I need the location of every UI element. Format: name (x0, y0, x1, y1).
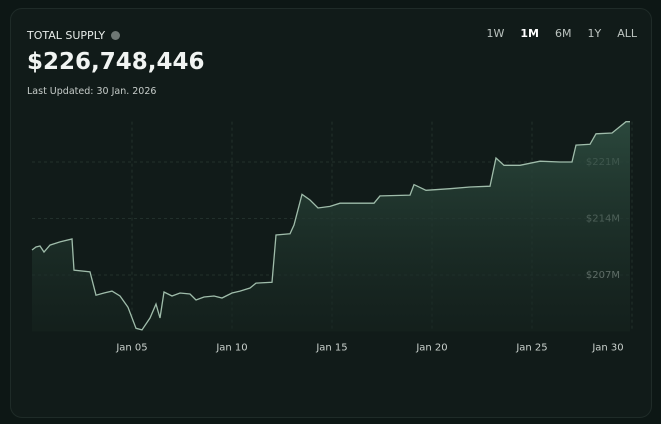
x-tick-label: Jan 15 (315, 343, 347, 354)
range-button[interactable]: 1W (486, 27, 505, 40)
card-title: TOTAL SUPPLY (27, 29, 121, 42)
x-tick-label: Jan 10 (215, 343, 247, 354)
info-icon[interactable] (111, 31, 121, 40)
range-button[interactable]: ALL (617, 27, 637, 40)
total-value: $226,748,446 (27, 49, 205, 75)
range-button[interactable]: 1M (520, 27, 539, 40)
x-tick-label: Jan 05 (115, 343, 147, 354)
range-button[interactable]: 1Y (587, 27, 602, 40)
x-tick-label: Jan 25 (515, 343, 547, 354)
last-updated: Last Updated: 30 Jan. 2026 (27, 86, 157, 97)
range-selector: 1W 1M 6M 1Y ALL (487, 27, 638, 40)
range-button[interactable]: 6M (554, 27, 572, 40)
x-tick-label: Jan 30 (591, 343, 623, 354)
x-tick-label: Jan 20 (415, 343, 447, 354)
line (31, 121, 630, 331)
title-text: TOTAL SUPPLY (27, 29, 106, 42)
area (32, 121, 630, 332)
